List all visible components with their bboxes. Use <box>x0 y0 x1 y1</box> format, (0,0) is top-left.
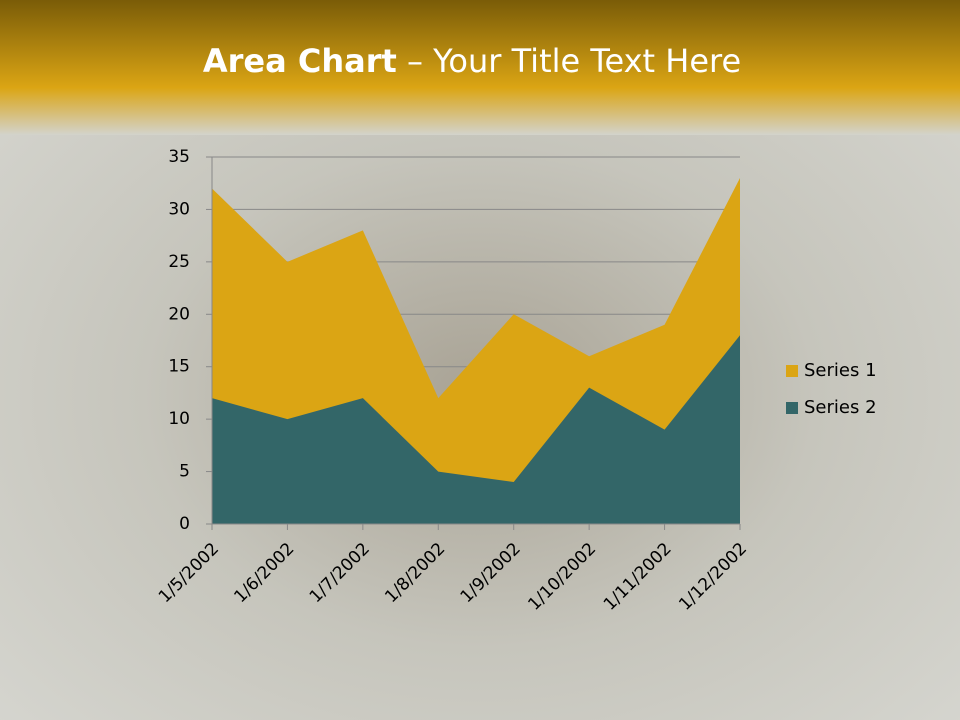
legend-label: Series 1 <box>804 360 877 381</box>
area <box>212 335 740 524</box>
legend-swatch <box>786 402 798 414</box>
y-tick-label: 35 <box>168 147 190 167</box>
y-tick-label: 20 <box>168 304 190 324</box>
slide-title: Area Chart – Your Title Text Here <box>203 42 741 80</box>
title-bold: Area Chart <box>203 42 397 80</box>
legend-swatch <box>786 365 798 377</box>
title-rest: – Your Title Text Here <box>407 42 741 80</box>
y-tick-label: 10 <box>168 409 190 429</box>
y-tick-label: 5 <box>179 462 190 482</box>
y-tick-label: 0 <box>179 514 190 534</box>
legend-label: Series 2 <box>804 397 877 418</box>
y-tick-label: 15 <box>168 357 190 377</box>
y-tick-label: 25 <box>168 252 190 272</box>
y-tick-label: 30 <box>168 199 190 219</box>
header-band <box>0 0 960 135</box>
